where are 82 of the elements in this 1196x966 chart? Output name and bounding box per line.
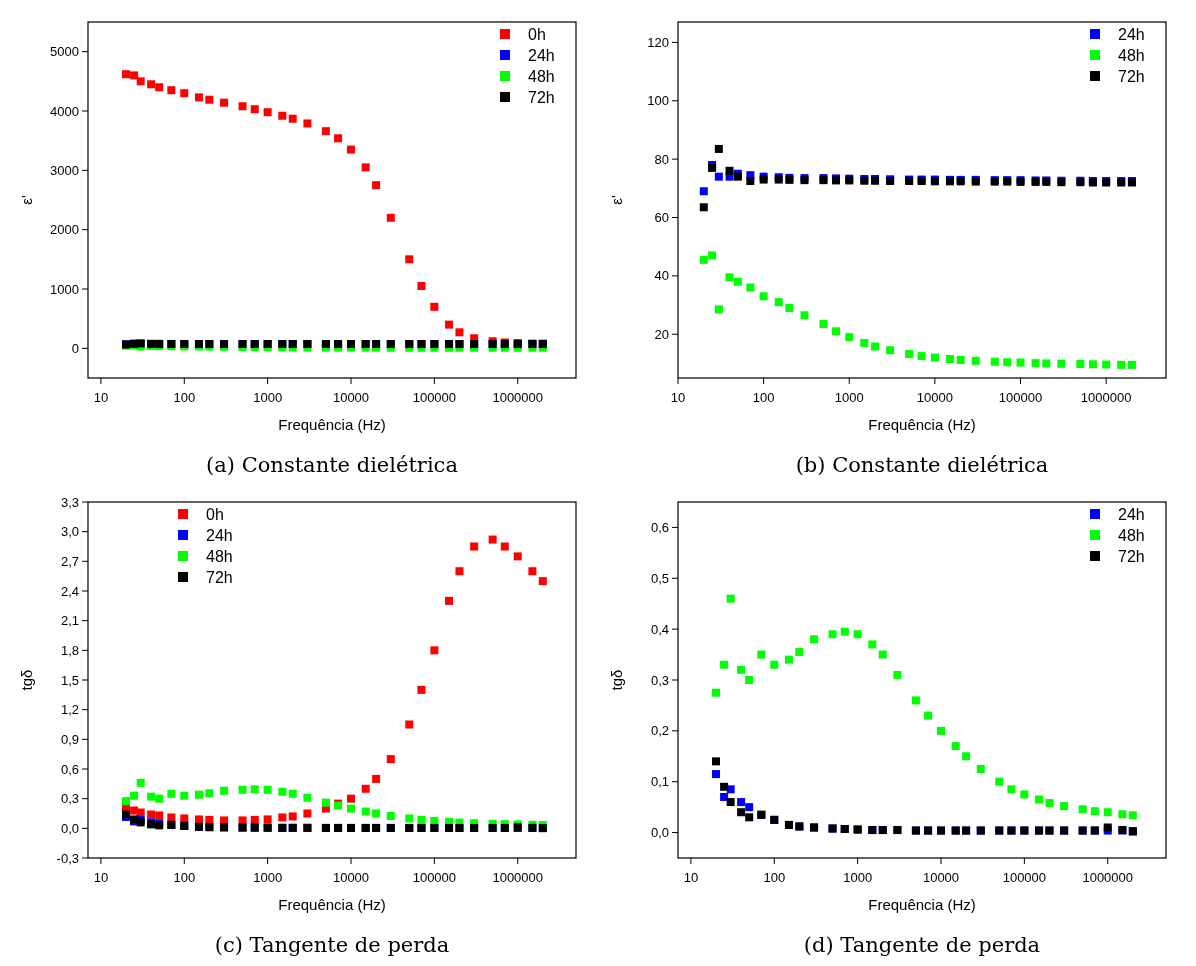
x-tick-label: 10: [683, 870, 699, 885]
legend-label: 72h: [1118, 67, 1145, 85]
y-tick-label: 2000: [50, 222, 79, 238]
x-axis-title: Frequência (Hz): [868, 416, 976, 433]
y-tick-label: 0,4: [650, 621, 669, 637]
y-tick-label: 0,2: [650, 723, 669, 739]
y-axis-title: ε': [608, 195, 625, 205]
x-tick-label: 1000: [253, 390, 283, 405]
x-tick-label: 100: [173, 870, 196, 885]
y-tick-label: 2,7: [60, 553, 79, 569]
text: (d) Tangente de perda: [803, 933, 1041, 957]
y-tick-label: 80: [654, 151, 669, 167]
y-tick-label: 3,0: [60, 524, 79, 540]
x-tick-label: 10: [93, 390, 109, 405]
x-axis-title: Frequência (Hz): [868, 896, 976, 913]
x-tick-label: 100000: [998, 390, 1043, 405]
y-tick-label: 1,8: [60, 642, 79, 658]
x-tick-label: 1000: [834, 390, 864, 405]
y-tick-label: 0: [71, 340, 79, 356]
x-tick-label: 10: [93, 870, 109, 885]
y-tick-label: -0,3: [56, 850, 79, 866]
legend-label: 0h: [206, 505, 224, 523]
y-axis-title: tgδ: [18, 669, 35, 691]
x-tick-label: 10000: [916, 390, 953, 405]
legend-label: 48h: [528, 67, 555, 85]
y-tick-label: 2,1: [60, 613, 79, 629]
x-tick-label: 100: [763, 870, 786, 885]
x-tick-label: 10000: [332, 870, 370, 885]
x-tick-label: 1000000: [492, 870, 544, 885]
y-tick-label: 60: [654, 210, 669, 226]
legend-label: 24h: [206, 526, 233, 544]
y-tick-label: 0,9: [60, 731, 79, 747]
y-tick-label: 0,3: [650, 672, 669, 688]
y-tick-label: 0,3: [60, 791, 79, 807]
text: (b) Constante dielétrica: [795, 453, 1049, 477]
x-tick-label: 1000: [843, 870, 873, 885]
y-tick-label: 0,6: [650, 519, 669, 535]
text: (c) Tangente de perda: [214, 933, 450, 957]
legend-label: 48h: [1118, 46, 1145, 64]
y-tick-label: 0,5: [650, 570, 669, 586]
y-axis-title: tgδ: [608, 669, 625, 691]
y-tick-label: 0,1: [650, 774, 669, 790]
x-tick-label: 1000000: [1082, 870, 1134, 885]
legend-label: 72h: [1118, 547, 1145, 565]
y-axis-title: ε': [18, 195, 35, 205]
y-tick-label: 0,0: [650, 825, 669, 841]
y-tick-label: 1000: [50, 281, 79, 297]
x-tick-label: 10000: [922, 870, 960, 885]
x-tick-label: 100000: [412, 870, 457, 885]
x-tick-label: 100000: [1002, 870, 1047, 885]
legend-label: 24h: [1118, 25, 1145, 43]
y-tick-label: 1,2: [60, 702, 79, 718]
y-tick-label: 100: [647, 93, 669, 109]
x-tick-label: 100: [752, 390, 775, 405]
y-tick-label: 120: [647, 34, 669, 50]
text: (a) Constante dielétrica: [206, 453, 458, 477]
legend-label: 48h: [1118, 526, 1145, 544]
y-tick-label: 0,0: [60, 820, 79, 836]
x-tick-label: 100000: [412, 390, 457, 405]
x-tick-label: 10000: [332, 390, 370, 405]
x-axis-title: Frequência (Hz): [278, 416, 386, 433]
x-tick-label: 1000: [253, 870, 283, 885]
x-tick-label: 1000000: [1080, 390, 1132, 405]
y-tick-label: 40: [654, 268, 669, 284]
legend-label: 48h: [206, 547, 233, 565]
y-tick-label: 2,4: [60, 583, 79, 599]
y-tick-label: 0,6: [60, 761, 79, 777]
x-tick-label: 10: [670, 390, 686, 405]
x-axis-title: Frequência (Hz): [278, 896, 386, 913]
x-tick-label: 100: [173, 390, 196, 405]
y-tick-label: 4000: [50, 103, 79, 119]
y-tick-label: 1,5: [60, 672, 79, 688]
y-tick-label: 5000: [50, 44, 79, 60]
legend-label: 0h: [528, 25, 546, 43]
legend-label: 72h: [206, 568, 233, 586]
legend-label: 24h: [528, 46, 555, 64]
y-tick-label: 20: [654, 326, 669, 342]
legend-label: 24h: [1118, 505, 1145, 523]
x-tick-label: 1000000: [492, 390, 544, 405]
y-tick-label: 3000: [50, 162, 79, 178]
y-tick-label: 3,3: [60, 494, 79, 510]
legend-label: 72h: [528, 88, 555, 106]
